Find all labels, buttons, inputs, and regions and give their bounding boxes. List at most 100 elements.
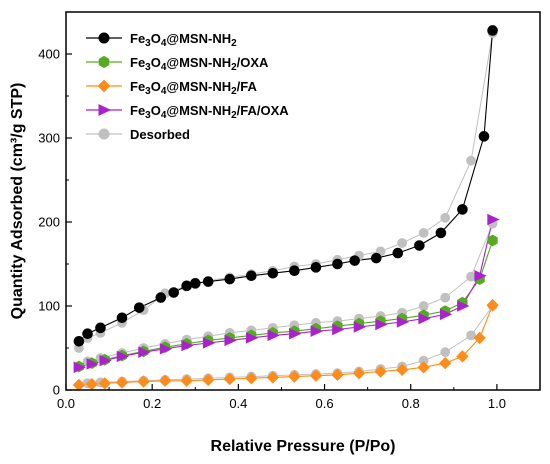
data-point-s1 (189, 278, 201, 289)
legend-label-part: O (151, 79, 161, 94)
legend-label-s3: Fe3O4@MSN-NH2/FA (130, 79, 257, 97)
legend: Fe3O4@MSN-NH2Fe3O4@MSN-NH2/OXAFe3O4@MSN-… (86, 31, 289, 142)
data-point-s3 (115, 376, 129, 389)
legend-label-part: 2 (231, 110, 237, 121)
series-line-s4 (78, 219, 494, 368)
data-point-s5 (466, 155, 476, 166)
data-point-s3 (473, 331, 486, 345)
data-point-s1 (116, 312, 128, 324)
y-tick-label: 300 (38, 131, 60, 146)
data-point-s4 (353, 321, 366, 333)
data-point-s1 (487, 25, 498, 36)
legend-label-part: 2 (231, 38, 237, 49)
data-point-s4 (181, 339, 194, 352)
data-point-s5 (418, 301, 429, 311)
data-point-s1 (73, 335, 85, 347)
legend-marker-s1 (98, 32, 110, 44)
data-point-s3 (180, 374, 193, 387)
data-point-s3 (288, 370, 301, 383)
y-tick-label: 0 (53, 383, 60, 398)
legend-label-part: Desorbed (130, 127, 190, 142)
data-point-s4 (202, 337, 216, 349)
legend-label-part: @MSN-NH (166, 103, 231, 118)
data-point-s5 (440, 292, 451, 303)
data-point-s3 (374, 365, 387, 378)
data-point-s1 (267, 267, 279, 279)
series-line-s5 (87, 223, 494, 362)
axis-ticks: 0.0 0.2 0.4 0.6 0.8 1.0 0 100 200 300 400 (38, 47, 541, 411)
legend-label-part: /FA (237, 79, 258, 94)
legend-label-part: 4 (161, 86, 167, 97)
data-point-s3 (309, 369, 323, 382)
data-point-s4 (99, 354, 112, 367)
data-point-s1 (349, 255, 361, 266)
data-point-s3 (352, 367, 366, 380)
data-point-s3 (486, 298, 499, 312)
data-point-s5 (440, 347, 451, 358)
data-point-s1 (310, 262, 322, 273)
data-point-s3 (202, 373, 215, 387)
data-point-s1 (414, 240, 425, 251)
legend-marker-s5 (98, 128, 110, 140)
legend-label-part: 4 (161, 110, 167, 121)
legend-label-part: Fe (130, 103, 145, 118)
x-tick-label: 1.0 (488, 396, 506, 411)
x-tick-label: 0.0 (57, 396, 75, 411)
x-tick-label: 0.2 (143, 396, 161, 411)
legend-label-part: 2 (231, 62, 237, 73)
data-point-s4 (267, 329, 280, 342)
legend-label-part: O (151, 55, 161, 70)
data-point-s4 (159, 343, 173, 355)
data-point-s1 (457, 204, 468, 215)
data-point-s3 (456, 350, 469, 363)
data-point-s1 (435, 227, 447, 239)
y-tick-label: 400 (38, 47, 60, 62)
data-point-s4 (224, 334, 237, 347)
data-point-s4 (310, 325, 323, 337)
legend-label-s1: Fe3O4@MSN-NH2 (130, 31, 237, 49)
x-tick-label: 0.4 (229, 396, 247, 411)
legend-label-part: 3 (145, 38, 151, 49)
legend-label-part: Fe (130, 79, 145, 94)
data-point-s5 (440, 212, 451, 223)
legend-label-part: @MSN-NH (166, 79, 231, 94)
data-point-s3 (245, 372, 258, 385)
x-tick-label: 0.8 (402, 396, 420, 411)
data-point-s5 (397, 238, 408, 248)
series-line-s3 (78, 304, 494, 386)
data-point-s1 (82, 328, 93, 340)
legend-label-part: @MSN-NH (166, 31, 231, 46)
legend-label-part: 4 (161, 38, 167, 49)
data-point-s4 (375, 318, 388, 331)
data-point-s1 (332, 258, 343, 270)
legend-label-part: 2 (231, 86, 237, 97)
legend-label-part: Fe (130, 55, 145, 70)
data-point-s5 (418, 228, 429, 238)
legend-label-part: /OXA (237, 55, 269, 70)
data-point-s4 (474, 270, 487, 282)
data-point-s3 (266, 371, 280, 384)
series-line-s2 (78, 240, 494, 368)
data-point-s1 (95, 322, 106, 334)
data-point-s1 (202, 276, 214, 287)
data-point-s1 (245, 270, 257, 282)
legend-label-part: 3 (145, 62, 151, 73)
data-point-s4 (396, 316, 410, 328)
data-point-s3 (395, 363, 409, 377)
legend-label-part: 3 (145, 86, 151, 97)
legend-label-s2: Fe3O4@MSN-NH2/OXA (130, 55, 269, 73)
data-point-s4 (418, 312, 431, 325)
data-point-s1 (224, 273, 236, 285)
data-point-s4 (138, 346, 151, 358)
series-line-s5 (87, 305, 494, 384)
legend-label-part: 3 (145, 110, 151, 121)
data-point-s4 (439, 308, 453, 321)
x-axis-title: Relative Pressure (P/Po) (211, 438, 396, 455)
legend-label-part: /FA/OXA (237, 103, 290, 118)
data-point-s3 (98, 377, 111, 390)
legend-label-part: O (151, 31, 161, 46)
legend-label-s4: Fe3O4@MSN-NH2/FA/OXA (130, 103, 289, 121)
y-tick-label: 100 (38, 299, 60, 314)
data-point-s4 (116, 350, 129, 363)
data-point-s2 (487, 234, 498, 247)
